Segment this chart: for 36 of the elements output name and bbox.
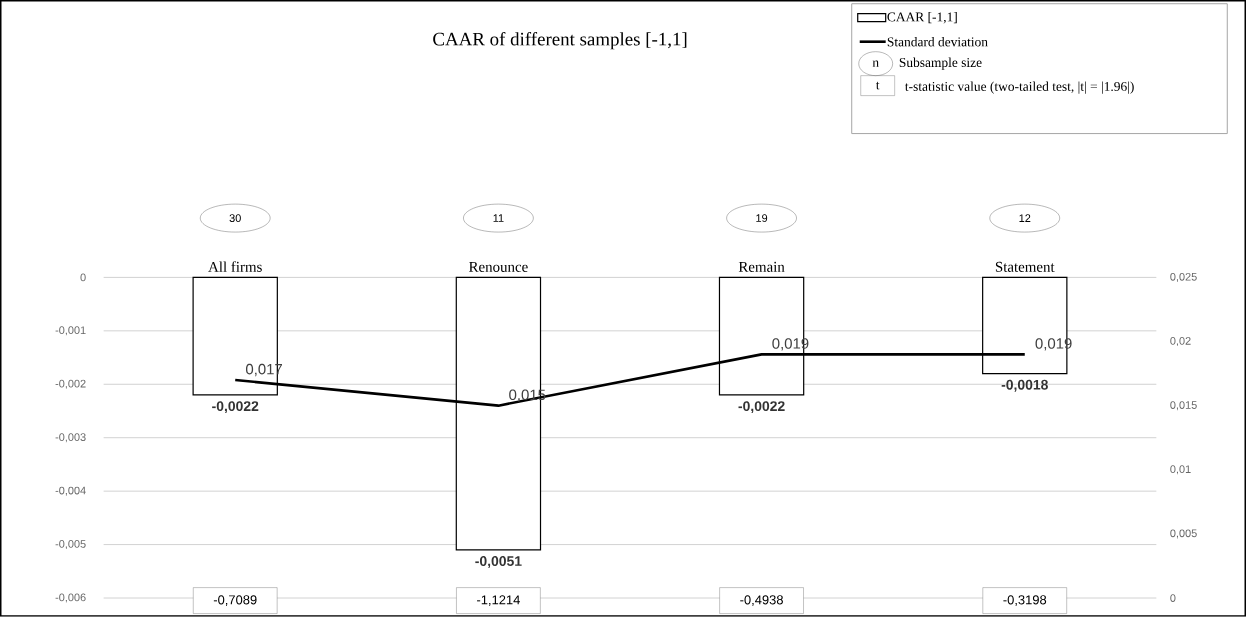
y-tick-label: -0,002 (55, 379, 86, 389)
legend-label: CAAR [-1,1] (887, 12, 957, 24)
text: t-statistic value (two-tailed test, |t| = |1.96|) (904, 81, 1134, 94)
y-tick-label: -0,003 (55, 433, 86, 443)
y-tick-label: -0,001 (55, 326, 86, 336)
text: t (875, 81, 880, 90)
text: 19 (756, 214, 768, 223)
x-tick-label: All firms (208, 261, 262, 273)
data-label: -0,0051 (475, 556, 522, 569)
text: n (872, 60, 879, 67)
y2-tick-label: 0,015 (1170, 401, 1197, 411)
y-tick-label: 0 (80, 273, 86, 282)
y2-tick-label: 0,025 (1170, 273, 1197, 283)
x-tick-label: Statement (995, 261, 1055, 273)
x-tick-label: Renounce (468, 262, 528, 273)
data-label: -0,0018 (1001, 379, 1048, 392)
x-tick-label: Remain (738, 261, 785, 273)
y2-tick-label: 0 (1170, 594, 1176, 603)
legend-label: Standard deviation (887, 37, 988, 47)
data-label: -0,0022 (738, 401, 785, 414)
text: 11 (493, 214, 504, 222)
y2-tick-label: 0,01 (1170, 465, 1191, 475)
y2-tick-label: 0,02 (1170, 337, 1191, 347)
y2-tick-label: 0,005 (1170, 529, 1197, 539)
y-tick-label: -0,004 (55, 486, 86, 496)
y-tick-label: -0,006 (55, 593, 86, 603)
text: 30 (229, 214, 241, 223)
annotation: -0,4938 (740, 595, 783, 607)
text: Subsample size (899, 57, 982, 70)
data-label: -0,0022 (212, 401, 259, 414)
text: 12 (1019, 214, 1031, 223)
annotation: -1,1214 (477, 595, 520, 607)
annotation: -0,3198 (1003, 595, 1047, 607)
y-tick-label: -0,005 (55, 540, 86, 550)
annotation: -0,7089 (213, 595, 257, 607)
chart-title: CAAR of different samples [-1,1] (433, 32, 687, 50)
